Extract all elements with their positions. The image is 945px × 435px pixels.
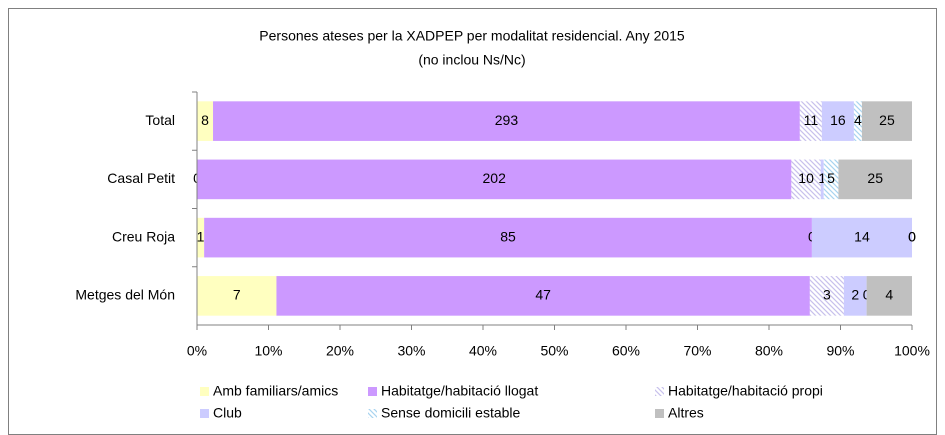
bar-segment (823, 159, 839, 200)
data-label: 16 (830, 112, 846, 128)
data-label: 1 (197, 228, 205, 244)
bar-segment (197, 276, 277, 316)
legend-label: Sense domicili estable (381, 405, 521, 421)
data-label: 11 (804, 112, 819, 128)
bar-segment (197, 159, 792, 200)
x-tick-label: 60% (612, 343, 640, 359)
bar-segment (791, 159, 821, 200)
x-tick-label: 100% (894, 343, 930, 359)
data-label: 202 (483, 170, 507, 186)
bar-segment (861, 101, 912, 141)
bar-segment (838, 159, 912, 200)
legend-label: Habitatge/habitació llogat (381, 383, 538, 399)
data-label: 0 (908, 228, 916, 244)
bar-segment (853, 101, 862, 141)
y-tick-label: Total (145, 112, 175, 128)
data-label: 293 (495, 112, 519, 128)
bar-segment (197, 101, 214, 141)
bar-segment (213, 101, 800, 141)
legend-swatch (368, 409, 377, 418)
data-label: 2 (851, 287, 859, 303)
data-label: 14 (854, 228, 870, 244)
legend-label: Club (213, 405, 242, 421)
bar-segment (204, 217, 812, 258)
bar-segment (276, 276, 810, 316)
legend-swatch (655, 409, 664, 418)
x-tick-label: 0% (187, 343, 207, 359)
x-tick-label: 90% (826, 343, 854, 359)
bar-segment (866, 276, 912, 316)
legend-swatch (655, 387, 664, 396)
bar-segment (811, 217, 912, 258)
data-label: 25 (867, 170, 883, 186)
data-label: 4 (854, 112, 862, 128)
data-label: 5 (827, 170, 835, 186)
data-label: 1 (818, 170, 826, 186)
bar-segment (799, 101, 822, 141)
data-label: 8 (201, 112, 209, 128)
legend-swatch (368, 387, 377, 396)
x-tick-label: 50% (540, 343, 568, 359)
data-label: 3 (823, 287, 831, 303)
chart-subtitle: (no inclou Ns/Nc) (418, 52, 525, 68)
x-tick-label: 40% (469, 343, 497, 359)
x-tick-label: 10% (254, 343, 282, 359)
legend-swatch (200, 409, 209, 418)
legend-swatch (200, 387, 209, 396)
data-label: 0 (908, 228, 916, 244)
data-label: 85 (500, 228, 516, 244)
y-tick-label: Casal Petit (107, 170, 175, 186)
x-tick-label: 70% (683, 343, 711, 359)
y-tick-label: Metges del Món (75, 287, 175, 303)
legend-label: Habitatge/habitació propi (668, 383, 823, 399)
bar-segment (843, 276, 867, 316)
data-label: 25 (879, 112, 895, 128)
bar-segment (821, 101, 854, 141)
x-tick-label: 30% (397, 343, 425, 359)
x-tick-label: 80% (755, 343, 783, 359)
data-label: 7 (233, 287, 241, 303)
bar-segment (809, 276, 844, 316)
data-label: 47 (535, 287, 551, 303)
bar-segment (820, 159, 824, 200)
bar-segment (197, 217, 205, 258)
chart-title: Persones ateses per la XADPEP per modali… (259, 28, 685, 44)
legend-label: Altres (668, 405, 704, 421)
y-tick-label: Creu Roja (112, 228, 175, 244)
legend-label: Amb familiars/amics (213, 383, 338, 399)
data-label: 4 (885, 287, 893, 303)
x-tick-label: 20% (326, 343, 354, 359)
data-label: 10 (798, 170, 814, 186)
